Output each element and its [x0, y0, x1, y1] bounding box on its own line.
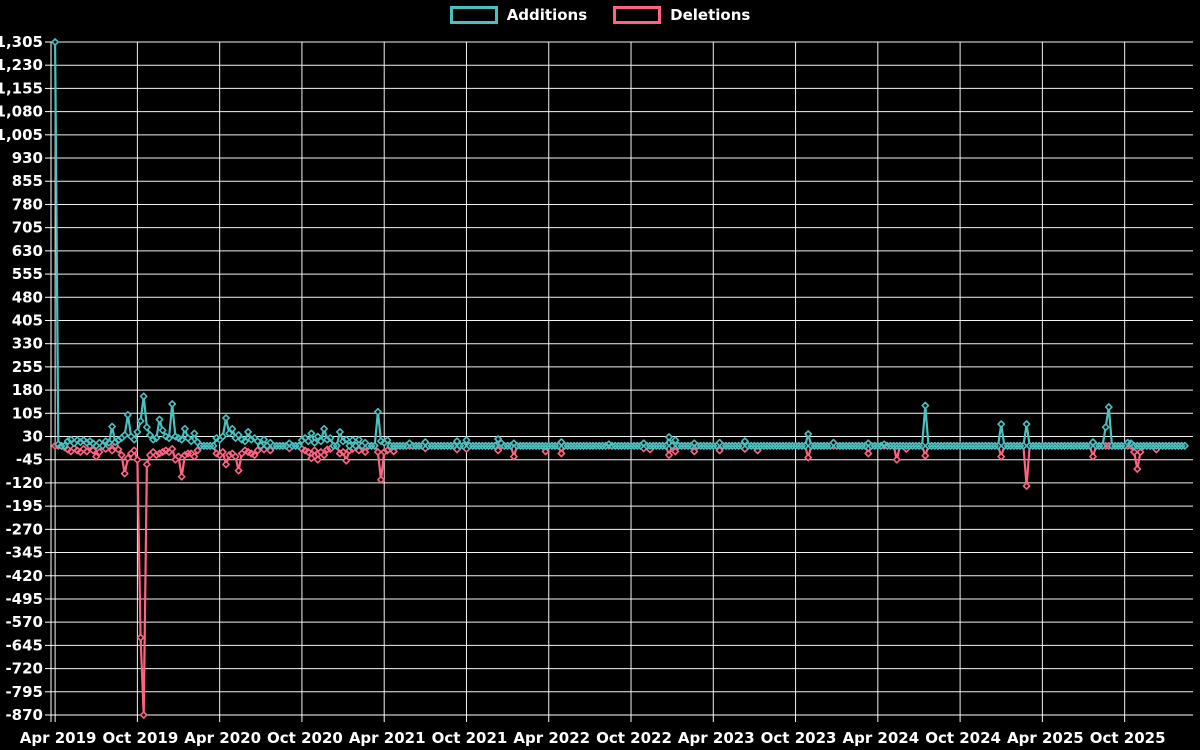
deletions-swatch-icon [613, 6, 662, 24]
x-tick-label: Apr 2024 [842, 729, 919, 747]
y-tick-label: 705 [12, 219, 43, 237]
legend-label-additions: Additions [506, 5, 588, 24]
y-tick-label: -570 [5, 613, 43, 631]
y-tick-label: 1,080 [0, 103, 43, 121]
y-tick-label: -195 [5, 497, 43, 515]
y-tick-label: 480 [12, 288, 43, 306]
legend-item-deletions[interactable]: Deletions [613, 6, 750, 24]
x-tick-label: Oct 2020 [267, 729, 343, 747]
y-tick-label: -45 [16, 451, 43, 469]
y-tick-label: 1,005 [0, 126, 43, 144]
series-line-deletions [54, 444, 1186, 717]
y-tick-label: -345 [5, 544, 43, 562]
x-tick-label: Oct 2023 [761, 729, 837, 747]
y-tick-label: -645 [5, 636, 43, 654]
y-tick-label: -720 [5, 660, 43, 678]
y-tick-label: -120 [5, 474, 43, 492]
y-tick-label: -870 [5, 706, 43, 724]
legend-item-additions[interactable]: Additions [449, 5, 588, 24]
y-tick-label: 255 [12, 358, 43, 376]
y-tick-label: 105 [12, 404, 43, 422]
y-tick-label: 1,305 [0, 33, 43, 51]
x-tick-label: Oct 2022 [596, 729, 672, 747]
x-tick-label: Apr 2020 [184, 729, 261, 747]
x-tick-label: Apr 2023 [678, 729, 755, 747]
additions-swatch-icon [449, 6, 498, 24]
series-line-additions [54, 40, 1186, 447]
x-tick-label: Oct 2024 [925, 729, 1001, 747]
y-tick-label: 855 [12, 172, 43, 190]
y-tick-label: 1,155 [0, 79, 43, 97]
y-tick-label: -420 [5, 567, 43, 585]
y-tick-label: 405 [12, 311, 43, 329]
series-markers-deletions [51, 441, 1189, 719]
y-tick-label: 930 [12, 149, 43, 167]
y-tick-label: -270 [5, 520, 43, 538]
legend-label-deletions: Deletions [670, 5, 751, 24]
x-tick-label: Apr 2019 [20, 729, 97, 747]
y-tick-label: 780 [12, 195, 43, 213]
y-tick-label: -795 [5, 683, 43, 701]
y-tick-label: 330 [12, 335, 43, 353]
x-tick-label: Apr 2022 [513, 729, 590, 747]
y-tick-label: 630 [12, 242, 43, 260]
x-tick-label: Oct 2021 [432, 729, 508, 747]
y-tick-label: 30 [22, 428, 43, 446]
y-tick-label: 555 [12, 265, 43, 283]
chart-legend: Additions Deletions [0, 6, 1200, 24]
x-tick-label: Oct 2019 [102, 729, 178, 747]
y-tick-label: -495 [5, 590, 43, 608]
x-tick-label: Apr 2021 [349, 729, 426, 747]
x-tick-label: Oct 2025 [1090, 729, 1166, 747]
y-tick-label: 1,230 [0, 56, 43, 74]
series-markers-additions [51, 38, 1189, 450]
x-tick-label: Apr 2025 [1007, 729, 1084, 747]
y-tick-label: 180 [12, 381, 43, 399]
